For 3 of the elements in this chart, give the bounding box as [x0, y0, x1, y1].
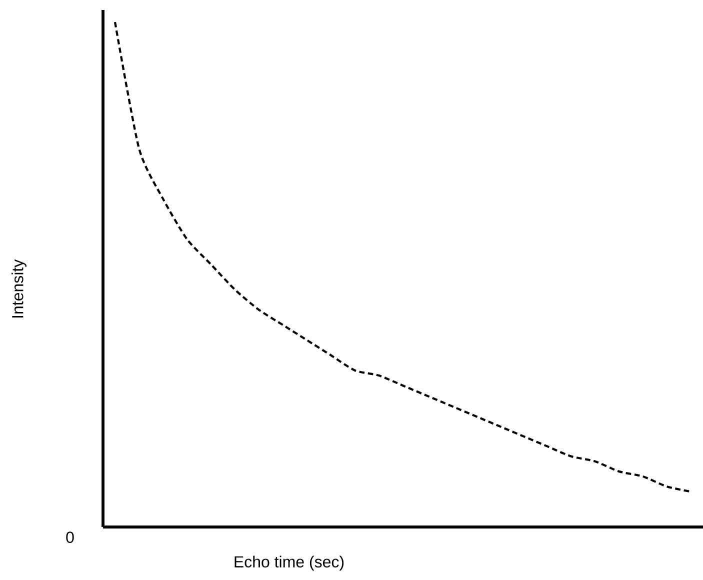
x-axis-title: Echo time (sec) — [234, 556, 344, 571]
y-axis-title: Intensity — [12, 259, 26, 318]
text: 0 — [66, 532, 74, 543]
